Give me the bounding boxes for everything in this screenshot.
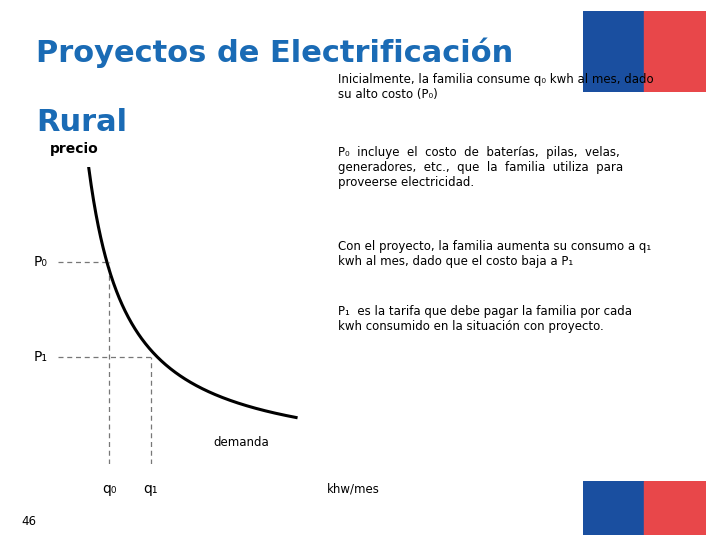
Text: P₀  incluye  el  costo  de  baterías,  pilas,  velas,
generadores,  etc.,  que  : P₀ incluye el costo de baterías, pilas, … xyxy=(338,146,624,189)
Text: khw/mes: khw/mes xyxy=(327,482,380,495)
Bar xyxy=(583,481,644,535)
Text: Proyectos de Electrificación: Proyectos de Electrificación xyxy=(36,38,513,68)
Text: q₀: q₀ xyxy=(102,482,117,496)
Text: demanda: demanda xyxy=(213,436,269,449)
Text: Con el proyecto, la familia aumenta su consumo a q₁
kwh al mes, dado que el cost: Con el proyecto, la familia aumenta su c… xyxy=(338,240,652,268)
Bar xyxy=(644,11,706,92)
Text: q₁: q₁ xyxy=(144,482,158,496)
Text: P₁  es la tarifa que debe pagar la familia por cada
kwh consumido en la situació: P₁ es la tarifa que debe pagar la famili… xyxy=(338,305,632,333)
Text: P₀: P₀ xyxy=(33,255,48,269)
Text: precio: precio xyxy=(50,141,99,156)
Text: P₁: P₁ xyxy=(33,350,48,365)
Text: Rural: Rural xyxy=(36,108,127,137)
Bar xyxy=(583,11,644,92)
Bar xyxy=(644,481,706,535)
Text: Inicialmente, la familia consume q₀ kwh al mes, dado
su alto costo (P₀): Inicialmente, la familia consume q₀ kwh … xyxy=(338,73,654,101)
Text: 46: 46 xyxy=(22,515,37,528)
